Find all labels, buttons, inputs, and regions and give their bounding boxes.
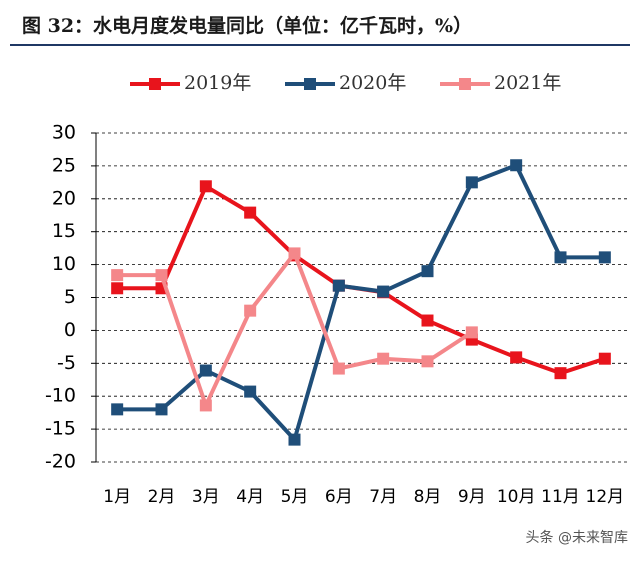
data-point	[465, 176, 478, 189]
data-point	[554, 251, 567, 264]
legend-marker	[459, 78, 471, 90]
x-tick-label: 12月	[586, 487, 625, 507]
data-point	[332, 279, 345, 292]
y-tick-label: -20	[45, 451, 76, 473]
x-tick-label: 3月	[192, 487, 220, 507]
data-point	[421, 265, 434, 278]
legend-label: 2021年	[494, 72, 561, 94]
series-line	[117, 184, 606, 376]
x-tick-label: 11月	[541, 487, 580, 507]
y-tick-label: 10	[52, 253, 76, 275]
y-tick-label: 20	[52, 187, 76, 209]
x-tick-label: 7月	[369, 487, 397, 507]
x-tick-label: 6月	[325, 487, 353, 507]
watermark: 头条 @未来智库	[526, 529, 628, 546]
data-point	[465, 326, 478, 339]
chart-title: 图 32：水电月度发电量同比（单位：亿千瓦时，%）	[22, 14, 472, 37]
data-point	[199, 364, 212, 377]
legend-marker	[149, 78, 161, 90]
data-point	[111, 269, 124, 282]
data-point	[244, 385, 257, 398]
data-point	[510, 351, 523, 364]
y-tick-label: 15	[52, 220, 76, 242]
data-point	[332, 362, 345, 375]
data-point	[421, 314, 434, 327]
x-tick-label: 9月	[458, 487, 486, 507]
data-point	[288, 433, 301, 446]
legend-label: 2020年	[339, 72, 406, 94]
x-tick-label: 5月	[281, 487, 309, 507]
y-tick-label: 25	[52, 154, 76, 176]
y-tick-label: -15	[45, 418, 76, 440]
data-point	[111, 282, 124, 295]
data-point	[421, 355, 434, 368]
data-point	[155, 403, 168, 416]
y-tick-label: -10	[45, 385, 76, 407]
data-point	[598, 352, 611, 365]
series-line	[117, 163, 605, 442]
data-point	[377, 352, 390, 365]
x-tick-label: 8月	[414, 487, 442, 507]
data-point	[199, 399, 212, 412]
data-point	[554, 367, 567, 380]
data-point	[244, 304, 257, 317]
data-point	[598, 251, 611, 264]
legend-label: 2019年	[184, 72, 251, 94]
data-point	[111, 403, 124, 416]
legend-marker	[304, 78, 316, 90]
x-tick-label: 2月	[148, 487, 176, 507]
y-tick-label: 30	[52, 122, 76, 144]
y-tick-label: -5	[57, 352, 76, 374]
y-tick-label: 0	[64, 319, 76, 341]
data-point	[199, 180, 212, 193]
data-point	[155, 269, 168, 282]
x-tick-label: 10月	[497, 487, 536, 507]
data-point	[377, 285, 390, 298]
y-tick-label: 5	[64, 286, 76, 308]
data-point	[288, 247, 301, 260]
data-point	[510, 159, 523, 172]
x-tick-label: 1月	[103, 487, 131, 507]
data-point	[244, 206, 257, 219]
x-tick-label: 4月	[236, 487, 264, 507]
